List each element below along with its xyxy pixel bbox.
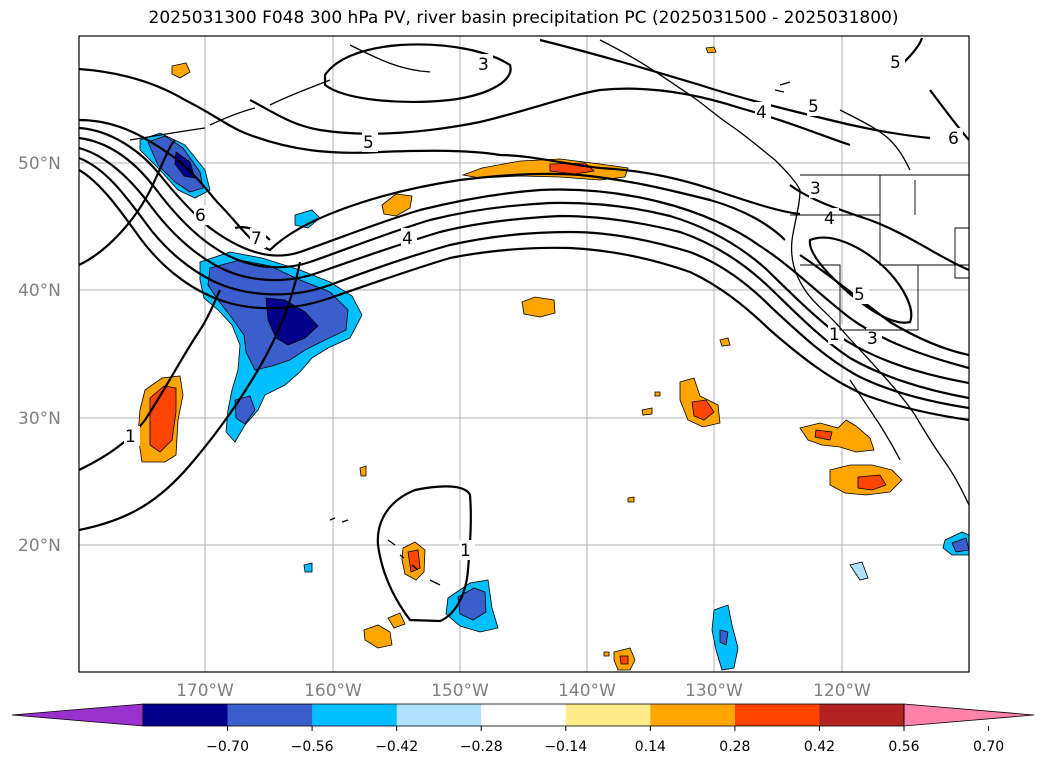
colorbar-tick-label: −0.56 — [291, 739, 334, 755]
pv-contours — [79, 37, 969, 623]
colorbar-cell — [143, 704, 229, 726]
neg-blob-small — [294, 209, 321, 229]
longitude-labels: 170°W 160°W 150°W 140°W 130°W 120°W — [176, 681, 871, 701]
pos-blob-midocean — [521, 296, 556, 318]
contour-label-5-ne: 5 — [808, 97, 819, 117]
contour-label-1-west: 1 — [125, 427, 136, 447]
contour-label-3-coast: 3 — [810, 179, 821, 199]
lat-label-40n: 40°N — [18, 281, 61, 301]
contour-6-corner — [929, 89, 969, 141]
contour-label-4-ne: 4 — [756, 103, 767, 123]
colorbar-tick-label: 0.70 — [973, 739, 1004, 755]
lat-label-20n: 20°N — [18, 536, 61, 556]
contour-label-6-west: 6 — [195, 206, 206, 226]
coast-alaska-south — [349, 44, 431, 73]
colorbar-cell — [396, 704, 482, 726]
contour-5-north — [79, 67, 801, 216]
colorbar-tick-label: −0.28 — [460, 739, 503, 755]
pos-blob-baja-north — [799, 419, 875, 453]
lon-label-130w: 130°W — [685, 681, 743, 701]
contour-stack-2 — [79, 136, 969, 385]
coast-hawaii — [387, 539, 441, 586]
contour-3-closed — [323, 43, 512, 103]
lat-label-30n: 30°N — [18, 409, 61, 429]
contour-label-1-hawaii: 1 — [460, 541, 471, 561]
contour-label-5-corner: 5 — [890, 53, 901, 73]
coast-baja — [849, 379, 901, 461]
lon-label-150w: 150°W — [431, 681, 489, 701]
contour-stack-4 — [79, 156, 969, 410]
contour-1-west-upper — [79, 139, 176, 266]
pos-blob-north — [171, 62, 191, 79]
contour-label-5-west: 5 — [363, 133, 374, 153]
colorbar-cell — [819, 704, 905, 726]
lon-label-120w: 120°W — [813, 681, 871, 701]
contour-6 — [79, 118, 786, 252]
neg-blob-mexico — [849, 561, 869, 581]
colorbar-cell — [312, 704, 398, 726]
colorbar-tick-label: −0.42 — [375, 739, 418, 755]
colorbar-ticks: −0.70 −0.56 −0.42 −0.28 −0.14 0.14 0.28 0.42 0.5… — [206, 726, 1004, 755]
border-states-1 — [790, 214, 969, 266]
coastlines — [129, 39, 969, 586]
contour-1-closed-hawaii — [376, 485, 472, 623]
lon-label-160w: 160°W — [304, 681, 362, 701]
contour-stack-3 — [79, 146, 969, 400]
colorbar-tick-label: −0.70 — [206, 739, 249, 755]
colorbar-cell — [481, 704, 567, 726]
contour-1-west — [79, 289, 221, 471]
map-frame — [78, 35, 970, 673]
contour-label-7: 7 — [251, 229, 262, 249]
map-title: 2025031300 F048 300 hPa PV, river basin … — [148, 8, 899, 28]
colorbar-tick-label: −0.14 — [544, 739, 587, 755]
contour-1-sw — [79, 261, 302, 532]
negative-pc-shading — [139, 132, 969, 671]
colorbar-extend-min — [11, 703, 144, 727]
colorbar-cell — [734, 704, 820, 726]
contour-label-1-east: 1 — [829, 325, 840, 345]
border-states-3 — [879, 175, 916, 215]
border-states-2 — [800, 264, 919, 331]
coast-aleutians — [129, 79, 331, 141]
contour-label-5-east: 5 — [854, 285, 865, 305]
lon-label-170w: 170°W — [176, 681, 234, 701]
contour-label-3-east: 3 — [867, 329, 878, 349]
colorbar-outline — [142, 703, 905, 727]
contour-stack-5 — [79, 169, 969, 422]
colorbar-tick-label: 0.56 — [888, 739, 919, 755]
contour-label-4-central: 4 — [402, 229, 413, 249]
borders — [790, 174, 969, 331]
colorbar-cell — [650, 704, 736, 726]
pos-blob-gulf-west — [381, 193, 413, 217]
colorbar-tick-label: 0.28 — [719, 739, 750, 755]
contour-label-6-corner: 6 — [948, 129, 959, 149]
map-background — [79, 36, 969, 672]
lat-label-50n: 50°N — [18, 154, 61, 174]
border-states-4 — [954, 227, 969, 279]
coast-inland — [839, 109, 911, 171]
colorbar-cell — [227, 704, 313, 726]
coast-north-america — [599, 39, 969, 506]
contour-labels: 3 5 4 6 7 1 1 4 5 5 6 3 4 5 — [124, 52, 963, 561]
contour-label-3-north: 3 — [478, 55, 489, 75]
contour-4-north — [249, 87, 851, 147]
colorbar-tick-label: 0.42 — [804, 739, 835, 755]
map-content: 3 5 4 6 7 1 1 4 5 5 6 3 4 5 — [79, 36, 969, 672]
colorbar-tick-label: 0.14 — [635, 739, 666, 755]
colorbar-extend-max — [903, 703, 1035, 727]
coast-bc — [774, 81, 791, 93]
colorbar: −0.70 −0.56 −0.42 −0.28 −0.14 0.14 0.28 0.42 0.5… — [11, 703, 1035, 755]
lon-label-140w: 140°W — [558, 681, 616, 701]
coast-islands — [329, 517, 349, 523]
colorbar-cell — [565, 704, 651, 726]
contour-3-east — [799, 254, 969, 357]
colorbar-cells — [143, 704, 905, 726]
contour-label-4-coast: 4 — [824, 209, 835, 229]
latitude-labels: 50°N 40°N 30°N 20°N — [18, 154, 61, 556]
